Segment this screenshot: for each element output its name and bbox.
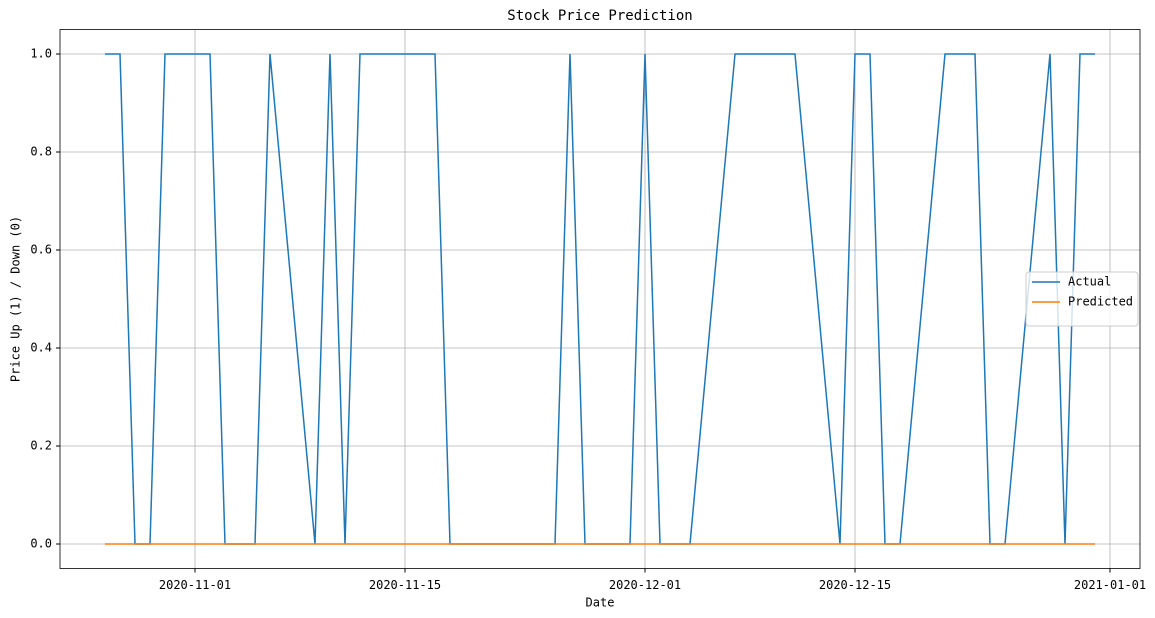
x-tick-label: 2021-01-01 [1074,578,1146,592]
legend-label: Actual [1068,275,1111,289]
legend-box [1025,271,1139,327]
x-axis-label: Date [586,596,615,610]
legend-label: Predicted [1068,295,1133,309]
x-tick-label: 2020-11-15 [369,578,441,592]
x-tick-label: 2020-12-01 [609,578,681,592]
x-tick-label: 2020-11-01 [159,578,231,592]
series-line [105,53,1095,545]
y-tick-label: 0.8 [30,145,52,159]
y-tick-label: 0.2 [30,439,52,453]
y-tick-label: 1.0 [30,47,52,61]
plot-frame [59,29,1141,569]
y-tick-label: 0.0 [30,537,52,551]
y-tick-label: 0.6 [30,243,52,257]
x-tick-label: 2020-12-15 [819,578,891,592]
legend: Actual Predicted [1025,271,1139,327]
chart-title: Stock Price Prediction [507,8,692,24]
y-axis-label: Price Up (1) / Down (0) [9,216,23,382]
y-tick-label: 0.4 [30,341,52,355]
